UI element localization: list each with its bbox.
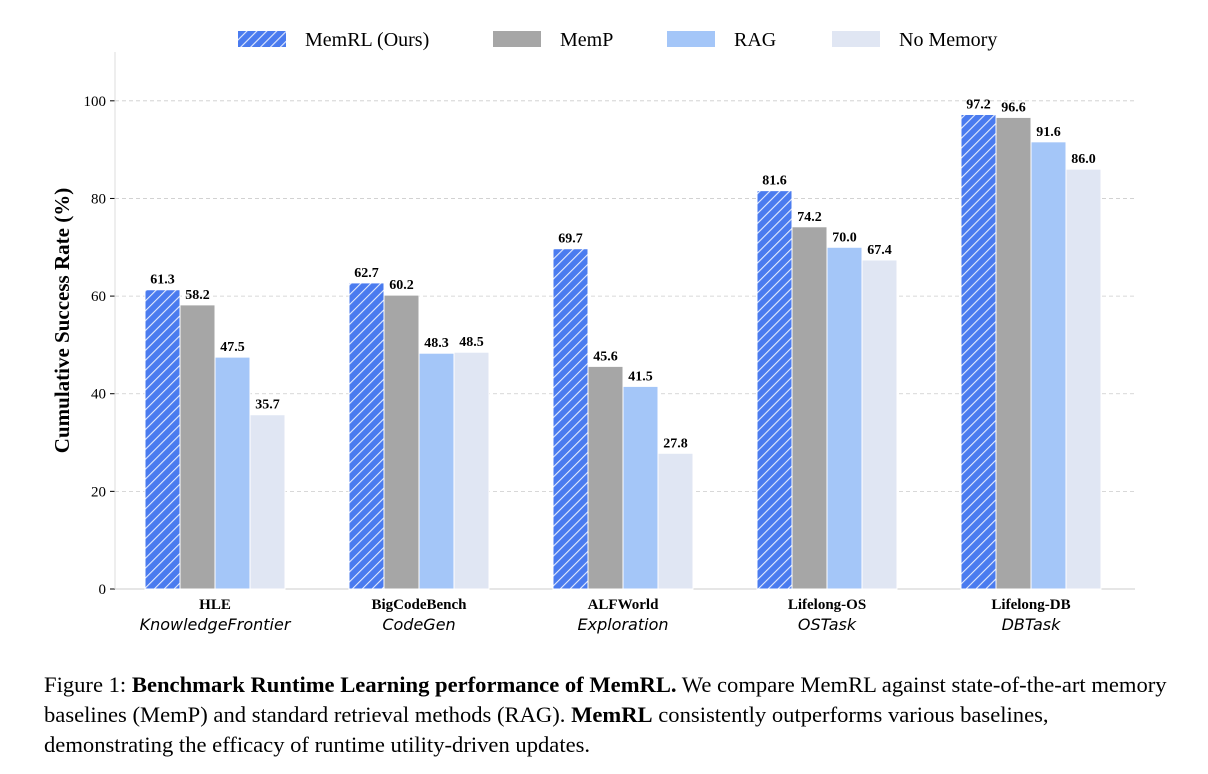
x-tick-label: ALFWorld [588, 597, 659, 613]
bar-rag-hle [214, 356, 251, 590]
y-tick-label: 80 [91, 191, 106, 207]
x-tick-sublabel: Exploration [578, 615, 669, 634]
y-tick-label: 20 [91, 484, 106, 500]
bar-rag-lifelong-db [1030, 141, 1067, 590]
legend-label: MemRL (Ours) [305, 29, 429, 51]
y-tick-label: 100 [84, 94, 107, 110]
x-tick-sublabel: CodeGen [382, 615, 455, 634]
x-tick-sublabel: OSTask [798, 615, 857, 634]
caption-method-name: MemRL [571, 702, 653, 727]
y-tick-label: 60 [91, 289, 106, 305]
y-tick-label: 40 [91, 387, 106, 403]
data-label: 48.3 [424, 336, 449, 351]
data-label: 67.4 [867, 243, 892, 258]
bar-memrl-ours--lifelong-os [756, 190, 793, 590]
data-label: 61.3 [150, 273, 175, 288]
data-label: 45.6 [593, 349, 618, 364]
y-tick-label: 0 [99, 582, 107, 598]
caption-text-2: consistently outperforms various baselin… [44, 702, 1049, 757]
legend: MemRL (Ours) MemP RAG No Memory [238, 29, 997, 51]
data-label: 91.6 [1036, 125, 1061, 140]
legend-swatch-no-memory [832, 31, 880, 47]
bar-no-memory-lifelong-os [861, 259, 898, 590]
y-axis-label: Cumulative Success Rate (%) [50, 188, 74, 453]
legend-label: No Memory [899, 29, 997, 51]
data-label: 69.7 [558, 232, 583, 247]
data-labels: 61.3 58.2 47.5 35.7 62.7 60.2 48.3 48.5 69.7 45.6… [150, 97, 1096, 451]
data-label: 62.7 [354, 266, 379, 281]
caption-title: Benchmark Runtime Learning performance o… [131, 672, 677, 697]
bar-memrl-ours--hle [144, 289, 181, 590]
x-tick-label: BigCodeBench [371, 597, 467, 613]
data-label: 41.5 [628, 369, 653, 384]
caption-text-1: We compare MemRL against state-of-the-ar… [44, 672, 1167, 727]
caption-prefix: Figure 1: [44, 672, 132, 697]
data-label: 74.2 [797, 210, 822, 225]
data-label: 58.2 [185, 288, 210, 303]
data-label: 48.5 [459, 335, 484, 350]
bar-no-memory-bigcodebench [453, 351, 490, 590]
bar-memrl-ours--alfworld [552, 248, 589, 590]
bar-no-memory-alfworld [657, 452, 694, 590]
bar-memp-lifelong-os [791, 226, 828, 590]
data-label: 35.7 [255, 398, 280, 413]
legend-swatch-memp [493, 31, 541, 47]
bar-memp-bigcodebench [383, 294, 420, 590]
bar-memp-lifelong-db [995, 116, 1032, 590]
data-label: 47.5 [220, 340, 245, 355]
x-tick-label: HLE [199, 597, 231, 613]
legend-swatch-memrl-ours- [238, 31, 286, 47]
data-label: 81.6 [762, 174, 787, 189]
data-label: 60.2 [389, 278, 414, 293]
x-tick-sublabel: KnowledgeFrontier [140, 615, 292, 634]
data-label: 27.8 [663, 436, 688, 451]
bar-memp-hle [179, 304, 216, 590]
x-tick-label: Lifelong-DB [991, 597, 1070, 613]
data-label: 70.0 [832, 230, 857, 245]
bar-memrl-ours--bigcodebench [348, 282, 385, 590]
legend-swatch-rag [667, 31, 715, 47]
bar-rag-bigcodebench [418, 352, 455, 590]
figure-caption: Figure 1: Benchmark Runtime Learning per… [44, 670, 1174, 760]
bar-rag-alfworld [622, 385, 659, 590]
bar-memp-alfworld [587, 365, 624, 590]
x-tick-sublabel: DBTask [1002, 615, 1062, 634]
bar-chart: 0 20 40 60 80 100 Cumulative Success Rate (%) H… [50, 29, 1135, 634]
x-tick-label: Lifelong-OS [788, 597, 866, 613]
legend-label: MemP [560, 29, 613, 51]
legend-label: RAG [734, 29, 776, 51]
bars [144, 113, 1102, 590]
data-label: 96.6 [1001, 100, 1026, 115]
data-label: 97.2 [966, 97, 991, 112]
axes: 0 20 40 60 80 100 Cumulative Success Rate (%) H… [50, 52, 1135, 634]
data-label: 86.0 [1071, 152, 1096, 167]
bar-rag-lifelong-os [826, 246, 863, 590]
bar-no-memory-hle [249, 414, 286, 590]
bar-no-memory-lifelong-db [1065, 168, 1102, 590]
bar-memrl-ours--lifelong-db [960, 113, 997, 590]
